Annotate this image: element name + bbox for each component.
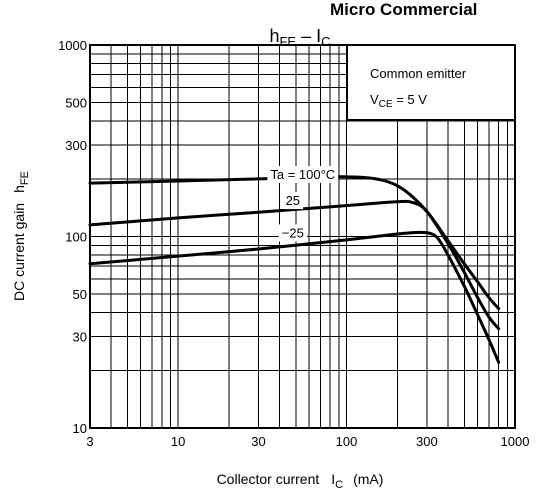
y-tick-label: 30 — [73, 330, 87, 345]
legend-vce-sym: V — [370, 92, 379, 107]
x-tick-labels: 3 10 30 100 300 1000 — [86, 434, 529, 449]
legend-background — [346, 44, 516, 121]
curve-label-background — [282, 192, 304, 210]
x-tick-label: 300 — [416, 434, 438, 449]
x-tick-label: 10 — [171, 434, 185, 449]
series-curve-1 — [88, 199, 501, 331]
series-curve-0 — [88, 175, 501, 311]
legend-line-2: VCE = 5 V — [370, 92, 427, 110]
legend-box: Common emitter VCE = 5 V — [346, 44, 516, 121]
x-tick-label: 1000 — [501, 434, 530, 449]
x-axis-unit: (mA) — [353, 471, 383, 487]
x-axis-symbol-sub: C — [335, 479, 343, 491]
series-curve-2 — [88, 230, 501, 364]
y-tick-label: 10 — [73, 421, 87, 436]
legend-line-1: Common emitter — [370, 66, 467, 81]
data-curves — [88, 175, 501, 364]
y-axis-symbol: h — [11, 185, 27, 193]
x-tick-label: 30 — [251, 434, 265, 449]
title-main: h — [269, 26, 279, 46]
y-tick-label: 50 — [73, 287, 87, 302]
x-tick-label: 100 — [336, 434, 358, 449]
curve-label-background — [267, 166, 339, 183]
header-text: Micro Commercial — [330, 0, 477, 19]
y-axis-symbol-sub: FE — [19, 171, 31, 185]
title-var-sub: C — [321, 34, 330, 49]
y-axis-label-text: DC current gain — [11, 203, 27, 301]
y-tick-label: 100 — [65, 230, 87, 245]
curve-label-0: Ta = 100°C — [270, 167, 335, 182]
title-main-sub: FE — [279, 34, 296, 49]
y-tick-label: 300 — [65, 138, 87, 153]
curve-labels: Ta = 100°C 25 −25 — [267, 166, 339, 242]
x-axis-label-text: Collector current — [217, 471, 320, 487]
legend-vce-sub: CE — [379, 99, 393, 110]
x-axis-label: Collector current IC (mA) — [217, 471, 384, 491]
plot-frame — [89, 44, 516, 429]
curve-label-2: −25 — [282, 225, 304, 240]
curve-label-1: 25 — [286, 193, 300, 208]
y-tick-labels: 10 30 50 100 300 500 1000 — [58, 38, 87, 436]
y-tick-label: 1000 — [58, 38, 87, 53]
legend-vce-value: = 5 V — [393, 92, 428, 107]
title-sep: – — [296, 26, 316, 46]
y-axis-label: DC current gain hFE — [11, 171, 31, 301]
curve-label-background — [278, 224, 307, 242]
x-axis-symbol: I — [331, 471, 335, 487]
title-var: I — [316, 26, 321, 46]
x-tick-label: 3 — [86, 434, 93, 449]
chart-title: hFE – IC — [269, 26, 330, 49]
y-tick-label: 500 — [65, 96, 87, 111]
